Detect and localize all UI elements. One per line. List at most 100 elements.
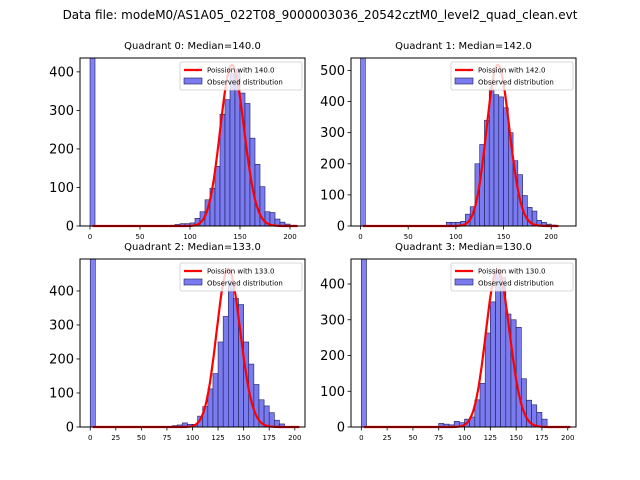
legend-patch-swatch [454,77,474,85]
histogram-bar [217,341,224,428]
histogram-bar [254,164,261,227]
histogram-bar-zero [89,57,96,227]
x-tick-label: 100 [186,434,199,442]
x-tick-label: 75 [162,434,171,442]
legend-frame [179,262,303,292]
subplot-quadrant-3: Quadrant 3: Median=130.0 0 100 200 300 400 0 25… [320,242,577,442]
x-tick-label: 200 [561,434,574,442]
subplot-quadrant-1: Quadrant 1: Median=142.00100200300400500… [320,41,577,241]
axes-frame [350,258,577,428]
poisson-curve [363,268,571,429]
legend-patch-swatch [183,77,203,85]
y-tick-label: 200 [49,142,74,157]
subplot-quadrant-0: Quadrant 0: Median=140.0 0 100 200 300 400 0 50… [49,41,306,241]
legend-label-poisson: Poission with 133.0 [207,268,275,276]
y-tick-label: 0 [66,421,74,436]
legend-patch-swatch [454,278,474,286]
legend-label-observed: Observed distribution [207,79,283,87]
histogram-bar [229,73,236,227]
y-tick-label: 0 [66,220,74,235]
x-tick-label: 50 [137,434,146,442]
histogram-bar [214,165,221,227]
legend-frame [450,61,574,91]
x-tick-label: 200 [288,434,301,442]
y-tick-label: 300 [49,104,74,119]
legend: Poission with 140.0 Observed distribution [179,61,303,91]
x-tick-label: 25 [111,434,120,442]
subplot-quadrant-2: Quadrant 2: Median=133.0 0 100 200 300 400 0 25… [49,242,306,442]
histogram-bar [227,280,234,428]
x-tick-label: 0 [358,233,362,241]
x-tick-label: 200 [545,233,558,241]
y-tick-label: 200 [320,157,345,172]
histogram-bar [536,412,543,428]
y-tick-label: 100 [320,188,345,203]
y-tick-label: 400 [320,95,345,110]
x-tick-label: 175 [263,434,276,442]
x-tick-label: 150 [237,434,250,442]
histogram-bar [479,383,486,428]
histogram-bar [490,301,496,428]
legend-label-poisson: Poission with 140.0 [207,67,275,75]
histogram-bar [503,107,509,227]
y-tick-label: 300 [320,313,345,328]
legend-frame [450,262,574,292]
subplot-title: Quadrant 2: Median=133.0 [124,242,261,253]
histogram-bar [493,94,500,227]
legend-frame [179,61,303,91]
x-tick-label: 100 [458,434,471,442]
legend: Poission with 130.0 Observed distribution [450,262,574,292]
x-tick-label: 175 [535,434,548,442]
x-tick-label: 25 [383,434,392,442]
y-tick-label: 0 [337,220,345,235]
y-tick-label: 100 [320,385,345,400]
histogram-bar [515,326,522,428]
histogram-bar [222,316,229,428]
legend: Poission with 142.0 Observed distribution [450,61,574,91]
histogram-bar [224,99,231,227]
x-tick-label: 50 [408,434,417,442]
histogram-bar [212,373,219,428]
x-tick-label: 150 [233,233,246,241]
histogram-bar [268,412,275,428]
histogram-bar [495,269,501,428]
y-tick-label: 300 [49,318,74,333]
subplot-title: Quadrant 3: Median=130.0 [395,242,532,253]
histogram-bar [488,88,495,227]
histogram-bar [484,332,491,428]
legend-label-observed: Observed distribution [478,79,554,87]
y-tick-label: 400 [49,65,74,80]
x-tick-label: 50 [136,233,145,241]
subplot-title: Quadrant 0: Median=140.0 [124,41,261,52]
axes-frame [350,57,577,227]
y-tick-label: 200 [49,352,74,367]
y-tick-label: 400 [320,278,345,293]
y-tick-label: 400 [49,284,74,299]
x-tick-label: 150 [497,233,510,241]
y-tick-label: 0 [337,421,345,436]
y-tick-label: 500 [320,64,345,79]
x-tick-label: 200 [283,233,296,241]
x-tick-label: 75 [434,434,443,442]
axes-frame [79,57,306,227]
legend-label-poisson: Poission with 130.0 [478,268,546,276]
figure-suptitle: Data file: modeM0/AS1A05_022T08_90000030… [62,8,578,22]
legend: Poission with 133.0 Observed distribution [179,262,303,292]
x-tick-label: 0 [88,233,92,241]
histogram-bar-zero [89,258,96,428]
y-tick-label: 100 [49,181,74,196]
x-tick-label: 125 [211,434,224,442]
histogram-bar [498,96,504,227]
poisson-curve [92,267,300,429]
legend-label-observed: Observed distribution [478,280,554,288]
y-tick-label: 100 [49,386,74,401]
histogram-bar-zero [361,258,367,428]
x-tick-label: 150 [509,434,522,442]
legend-patch-swatch [183,278,203,286]
x-tick-label: 100 [449,233,462,241]
x-tick-label: 50 [404,233,413,241]
legend-label-observed: Observed distribution [207,280,283,288]
subplot-title: Quadrant 1: Median=142.0 [395,41,532,52]
histogram-bar-zero [360,57,366,227]
